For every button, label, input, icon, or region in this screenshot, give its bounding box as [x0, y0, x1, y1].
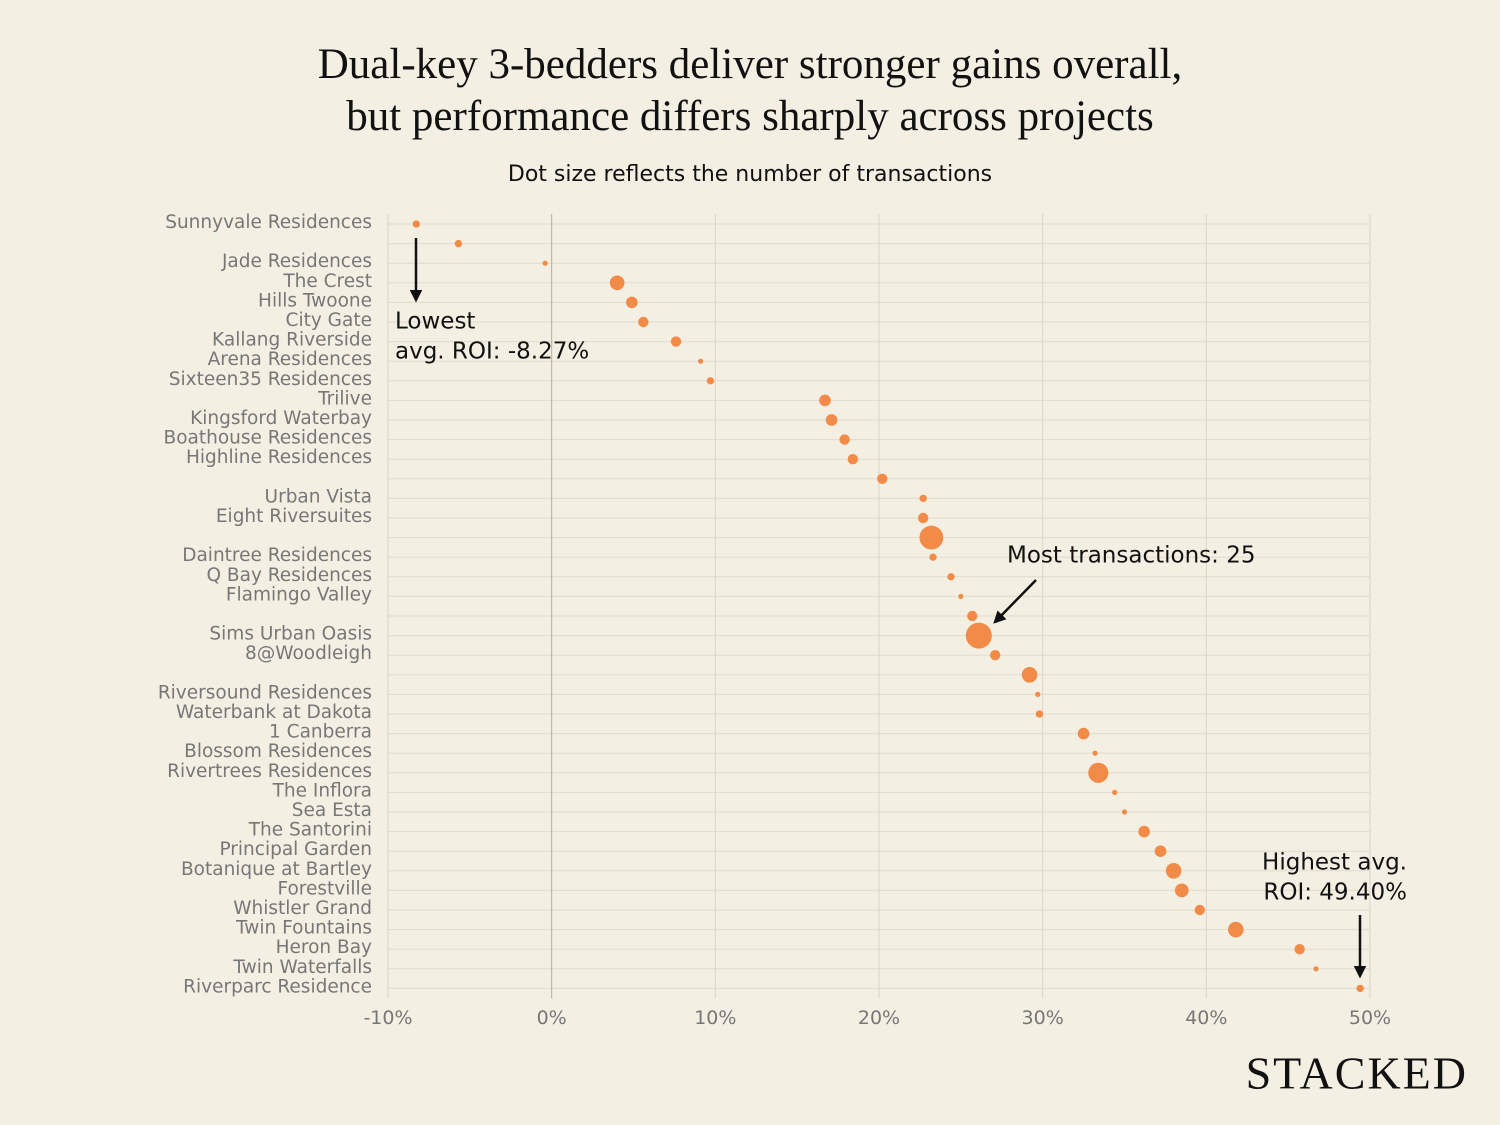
y-tick-label: Riverparc Residence	[183, 976, 372, 997]
dot	[1154, 845, 1167, 858]
dot	[670, 336, 682, 347]
y-tick-label: The Inflora	[272, 780, 372, 801]
dot	[1035, 691, 1041, 698]
logo: STACKED	[1246, 1048, 1468, 1099]
dot	[877, 473, 888, 484]
y-tick-label: Rivertrees Residences	[167, 761, 372, 782]
dot	[990, 650, 1001, 661]
dot	[1077, 727, 1090, 740]
chart-title: Dual-key 3-bedders deliver stronger gain…	[318, 41, 1182, 88]
chart-title: but performance differs sharply across p…	[346, 93, 1154, 140]
y-tick-label: Highline Residences	[186, 447, 372, 468]
dot	[542, 260, 548, 266]
x-tick-label: 30%	[1022, 1007, 1064, 1029]
dot	[1227, 921, 1244, 938]
dot	[626, 296, 638, 309]
dot	[412, 220, 420, 228]
x-tick-label: -10%	[363, 1007, 412, 1029]
y-tick-label: Forestville	[277, 878, 372, 899]
y-tick-label: Arena Residences	[208, 349, 372, 370]
y-tick-label: The Santorini	[248, 820, 372, 841]
y-tick-label: Q Bay Residences	[206, 565, 372, 586]
y-tick-label: Hills Twoone	[258, 290, 372, 311]
y-tick-label: Urban Vista	[265, 486, 372, 507]
annotation: Most transactions: 25	[1007, 543, 1255, 569]
dot	[967, 610, 978, 622]
y-tick-label: Sunnyvale Residences	[165, 212, 372, 233]
dot	[1021, 667, 1038, 683]
dot	[958, 593, 964, 600]
x-tick-label: 0%	[537, 1007, 567, 1029]
dot	[1088, 762, 1109, 783]
y-tick-label: Riversound Residences	[158, 682, 372, 703]
y-tick-label: Whistler Grand	[233, 898, 372, 919]
dot	[609, 275, 625, 291]
dot	[1174, 883, 1189, 898]
y-tick-label: Flamingo Valley	[226, 584, 372, 605]
dot	[1138, 825, 1150, 838]
dot	[1121, 809, 1128, 815]
y-tick-label: Kallang Riverside	[212, 330, 372, 351]
dot	[917, 512, 929, 524]
x-tick-label: 10%	[694, 1007, 736, 1029]
y-tick-label: Botanique at Bartley	[181, 859, 372, 880]
dot	[706, 377, 715, 385]
y-tick-label: Principal Garden	[219, 839, 372, 860]
y-tick-label: Daintree Residences	[182, 545, 372, 566]
dot	[1165, 863, 1182, 879]
x-tick-label: 50%	[1349, 1007, 1391, 1029]
dot	[1294, 944, 1305, 955]
dot	[1194, 904, 1205, 916]
dot	[965, 622, 992, 649]
y-tick-label: 8@Woodleigh	[245, 643, 372, 664]
dot	[454, 239, 463, 248]
y-tick-label: Jade Residences	[221, 251, 372, 272]
dot	[1356, 984, 1364, 993]
dot	[819, 394, 831, 407]
y-tick-label: Blossom Residences	[184, 741, 372, 762]
dot	[1035, 710, 1044, 718]
dot	[1112, 789, 1118, 796]
dot	[847, 454, 859, 465]
dot	[1092, 750, 1098, 756]
annotation-arrow	[993, 579, 1037, 624]
y-tick-label: Eight Riversuites	[216, 506, 372, 527]
y-tick-label: Kingsford Waterbay	[190, 408, 372, 429]
dot	[698, 358, 704, 364]
annotation: Highest avg.	[1262, 850, 1407, 876]
dot	[919, 525, 944, 550]
y-tick-label: Trilive	[317, 388, 372, 409]
chart-subtitle: Dot size reflects the number of transact…	[508, 162, 992, 187]
y-tick-label: Sixteen35 Residences	[169, 369, 372, 390]
y-tick-label: The Crest	[282, 271, 372, 292]
y-tick-label: Twin Fountains	[235, 918, 372, 939]
dot	[825, 414, 838, 426]
dot	[1313, 966, 1319, 972]
dot	[929, 553, 937, 561]
x-tick-label: 40%	[1185, 1007, 1227, 1029]
dot	[919, 494, 927, 503]
dot	[638, 316, 649, 328]
y-tick-label: Boathouse Residences	[164, 428, 373, 449]
y-tick-label: Waterbank at Dakota	[176, 702, 372, 723]
dot	[947, 573, 955, 581]
y-tick-label: Heron Bay	[276, 937, 372, 958]
annotation: ROI: 49.40%	[1263, 880, 1407, 906]
y-tick-label: Twin Waterfalls	[232, 957, 372, 978]
y-tick-label: Sea Esta	[292, 800, 372, 821]
annotation: avg. ROI: -8.27%	[395, 339, 589, 365]
y-tick-label: City Gate	[286, 310, 372, 331]
y-tick-label: 1 Canberra	[269, 722, 372, 743]
dot	[839, 434, 850, 445]
annotation: Lowest	[395, 309, 475, 335]
x-tick-label: 20%	[858, 1007, 900, 1029]
y-tick-label: Sims Urban Oasis	[209, 624, 372, 645]
